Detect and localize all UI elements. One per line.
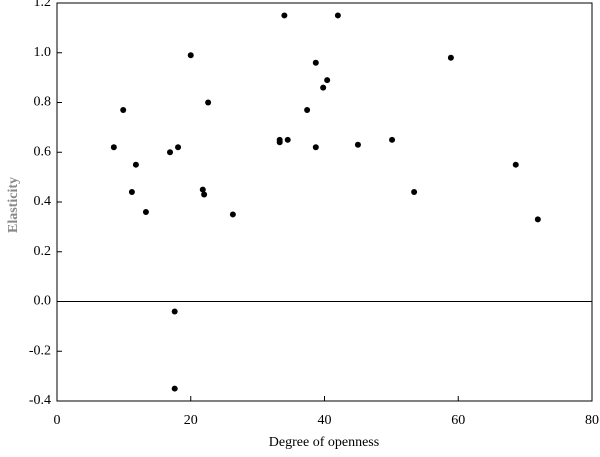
point: [312, 59, 319, 66]
point: [128, 189, 135, 196]
x-tick-label: 80: [585, 413, 599, 428]
point: [354, 141, 361, 148]
point: [324, 77, 331, 84]
x-axis-label: Degree of openness: [269, 435, 379, 450]
x-tick-label: 60: [451, 413, 465, 428]
point: [175, 144, 182, 151]
point: [304, 106, 311, 113]
point: [284, 136, 291, 143]
y-tick-label: -0.2: [29, 343, 51, 358]
point: [281, 12, 288, 19]
point: [201, 191, 208, 198]
y-tick-label: 1.0: [34, 45, 52, 60]
y-tick-label: -0.4: [29, 393, 51, 408]
x-tick-label: 40: [318, 413, 332, 428]
y-tick-label: 1.2: [34, 0, 52, 10]
x-tick-label: 20: [184, 413, 198, 428]
point: [171, 308, 178, 315]
plot-frame: [56, 2, 593, 402]
point: [334, 12, 341, 19]
y-tick-label: 0.0: [34, 294, 52, 309]
y-tick-label: 0.4: [34, 194, 52, 209]
y-tick-label: 0.6: [34, 144, 52, 159]
point: [534, 216, 541, 223]
y-tick-label: 0.2: [34, 244, 52, 259]
point: [447, 54, 454, 61]
point: [512, 161, 519, 168]
point: [229, 211, 236, 218]
x-tick-label: 0: [54, 413, 61, 428]
point: [276, 139, 283, 146]
point: [120, 106, 127, 113]
point: [187, 52, 194, 59]
point: [167, 149, 174, 156]
y-axis-label: Elasticity: [6, 177, 21, 233]
point: [199, 186, 206, 193]
point: [411, 189, 418, 196]
point: [205, 99, 212, 106]
point: [312, 144, 319, 151]
point: [320, 84, 327, 91]
point: [110, 144, 117, 151]
y-tick-label: 0.8: [34, 95, 52, 110]
point: [389, 136, 396, 143]
point: [171, 385, 178, 392]
point: [132, 161, 139, 168]
point: [142, 208, 149, 215]
